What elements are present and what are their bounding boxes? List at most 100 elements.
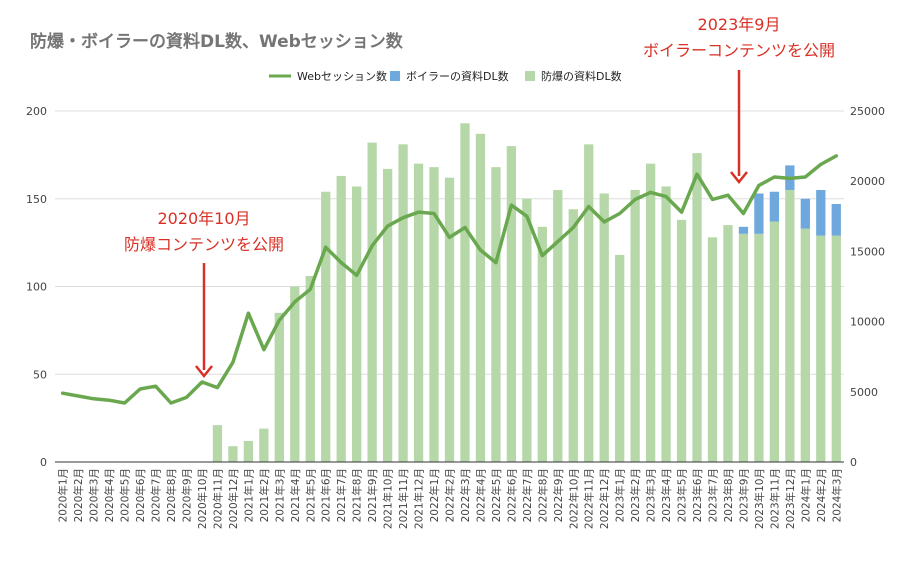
web-session-point (355, 274, 358, 277)
web-session-point (510, 204, 513, 206)
web-session-point (278, 319, 281, 321)
x-tick-label: 2021年1月 (242, 468, 255, 522)
web-session-point (232, 361, 234, 364)
bar-bakubo (274, 312, 284, 462)
x-tick-label: 2023年4月 (660, 468, 673, 522)
bar-bakubo (661, 186, 671, 462)
web-session-point (185, 396, 188, 399)
x-tick-label: 2020年7月 (150, 468, 163, 522)
x-tick-label: 2023年2月 (629, 468, 642, 522)
bar-bakubo (506, 146, 517, 462)
x-tick-label: 2024年3月 (830, 468, 843, 522)
x-tick-label: 2023年12月 (784, 468, 797, 529)
web-session-point (61, 392, 64, 395)
legend-swatch-boiler (390, 71, 400, 81)
x-tick-label: 2022年11月 (583, 468, 596, 529)
x-axis: 2020年1月 2020年2月 2020年3月 2020年4月 2020年5月 2020年… (55, 461, 844, 529)
x-tick-label: 2024年1月 (799, 468, 812, 522)
x-tick-label: 2020年2月 (72, 468, 85, 522)
bar-bakubo (630, 189, 640, 462)
web-session-point (371, 244, 373, 247)
web-session-point (216, 386, 219, 389)
bar-bakubo (738, 233, 749, 462)
bar-bakubo (491, 167, 501, 462)
x-tick-label: 2021年2月 (258, 468, 271, 522)
web-session-point (448, 236, 451, 239)
bar-bakubo (645, 163, 656, 462)
web-session-point (804, 176, 807, 178)
web-session-point (108, 399, 110, 402)
x-tick-label: 2023年8月 (722, 468, 735, 522)
web-session-point (247, 312, 250, 314)
annotation-bakubo-line1: 2020年10月 (157, 209, 250, 228)
x-tick-label: 2022年6月 (505, 468, 518, 522)
web-session-point (402, 216, 404, 219)
web-session-point (572, 226, 575, 229)
bar-boiler (800, 198, 810, 229)
legend-label-boiler: ボイラーの資料DL数 (406, 69, 509, 83)
x-tick-label: 2023年5月 (676, 468, 689, 522)
bar-bakubo (599, 193, 609, 463)
bar-bakubo (413, 163, 424, 462)
x-tick-label: 2022年9月 (552, 468, 565, 522)
x-tick-label: 2023年6月 (691, 468, 704, 522)
web-session-point (77, 395, 80, 397)
right-axis: 0 5000 10000 15000 20000 25000 (850, 105, 885, 469)
x-tick-label: 2023年7月 (707, 468, 720, 522)
web-session-point (541, 254, 544, 257)
bar-bakubo (692, 153, 702, 462)
web-session-point (479, 249, 482, 251)
web-session-point (634, 198, 636, 201)
web-session-point (170, 402, 172, 404)
legend-swatch-bakubo (525, 71, 535, 81)
bar-bakubo (769, 221, 780, 462)
x-tick-label: 2022年8月 (536, 468, 549, 522)
bar-bakubo (475, 133, 486, 462)
bar-bakubo (444, 177, 455, 462)
web-session-point (587, 205, 590, 208)
web-session-point (309, 288, 312, 291)
right-tick-label: 25000 (850, 105, 885, 118)
web-session-point (758, 184, 760, 187)
web-session-point (464, 226, 466, 229)
x-tick-label: 2022年7月 (521, 468, 534, 522)
x-tick-label: 2021年6月 (320, 468, 333, 522)
x-tick-label: 2022年5月 (490, 468, 503, 522)
web-session-point (742, 212, 745, 215)
x-tick-label: 2021年4月 (289, 468, 302, 522)
left-tick-label: 100 (26, 281, 47, 294)
x-tick-label: 2022年2月 (444, 468, 457, 522)
legend-label-bakubo: 防爆の資料DL数 (541, 69, 622, 83)
right-tick-label: 0 (850, 456, 857, 469)
bar-bakubo (336, 175, 346, 462)
web-session-point (680, 211, 683, 213)
bar-bakubo (800, 228, 810, 462)
bar-boiler (816, 189, 826, 236)
x-tick-label: 2021年12月 (413, 468, 426, 529)
legend: Webセッション数 ボイラーの資料DL数 防爆の資料DL数 (269, 69, 622, 83)
web-session-point (603, 221, 606, 223)
web-session-point (711, 198, 714, 201)
annotation-bakubo-line2: 防爆コンテンツを公開 (124, 235, 284, 254)
bar-bakubo (259, 428, 269, 462)
web-session-point (154, 385, 157, 387)
annotation-boiler-line2: ボイラーコンテンツを公開 (643, 41, 835, 60)
bar-bakubo (676, 219, 687, 462)
bar-bakubo (290, 286, 300, 462)
web-session-point (495, 261, 497, 264)
bar-boiler (831, 204, 841, 236)
bar-bakubo (382, 168, 393, 463)
web-session-point (123, 402, 126, 404)
x-tick-label: 2020年5月 (119, 468, 132, 522)
bar-bakubo (321, 191, 331, 463)
web-session-point (649, 191, 652, 194)
x-tick-label: 2022年10月 (567, 468, 580, 529)
bar-bakubo (522, 198, 532, 462)
web-session-point (526, 215, 528, 218)
x-tick-label: 2022年1月 (428, 468, 441, 522)
left-tick-label: 150 (26, 193, 47, 206)
web-session-point (556, 240, 559, 243)
web-session-point (139, 388, 141, 390)
bar-bakubo (584, 144, 594, 462)
